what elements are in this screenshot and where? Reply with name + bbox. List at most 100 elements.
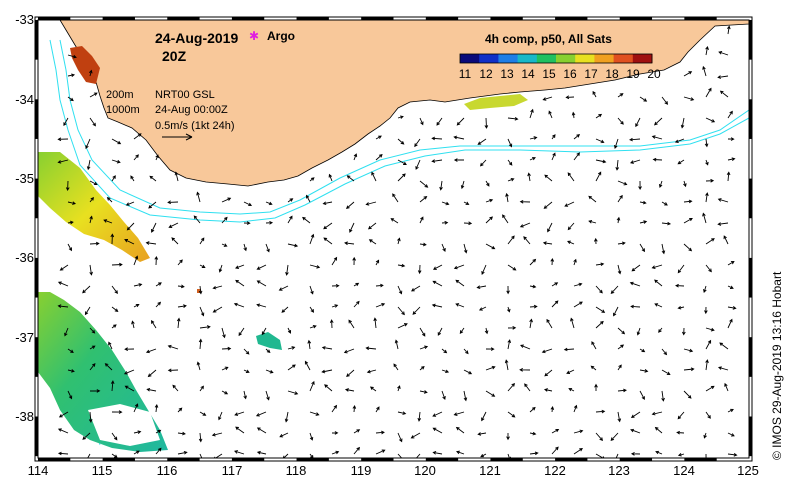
current-arrow xyxy=(167,200,179,205)
current-arrow xyxy=(234,450,245,455)
current-arrow xyxy=(265,348,271,354)
current-arrow xyxy=(375,302,386,308)
current-arrow xyxy=(683,217,693,224)
current-arrow xyxy=(177,259,183,266)
current-arrow xyxy=(110,233,115,245)
current-arrow xyxy=(130,175,135,182)
colorbar-segment xyxy=(613,54,634,63)
sst-patch-shelf xyxy=(38,152,150,262)
current-arrow xyxy=(331,450,340,455)
lon-tick-label: 125 xyxy=(737,463,759,478)
current-arrow xyxy=(432,450,443,455)
current-arrow xyxy=(453,158,464,162)
current-arrow xyxy=(419,345,429,350)
current-arrow xyxy=(573,133,581,140)
current-arrow xyxy=(368,239,377,245)
current-arrow xyxy=(661,348,668,356)
current-arrow xyxy=(397,432,403,443)
current-arrow xyxy=(309,285,314,295)
current-arrow xyxy=(529,406,536,413)
current-arrow xyxy=(674,138,685,144)
current-arrow xyxy=(243,369,250,373)
current-arrow xyxy=(703,432,707,439)
current-arrow xyxy=(639,243,646,253)
current-arrow xyxy=(287,327,292,334)
current-arrow xyxy=(309,432,314,441)
current-arrow xyxy=(543,388,553,392)
current-arrow xyxy=(507,326,517,330)
current-arrow xyxy=(717,222,729,226)
current-arrow xyxy=(67,348,74,354)
current-arrow xyxy=(463,390,468,402)
colorbar-tick: 20 xyxy=(647,67,661,81)
current-arrow xyxy=(198,338,203,350)
current-arrow xyxy=(523,236,531,245)
current-arrow xyxy=(410,432,421,439)
current-arrow xyxy=(331,304,339,308)
current-arrow xyxy=(89,345,96,350)
current-arrow xyxy=(677,159,685,165)
current-arrow xyxy=(705,385,715,392)
current-arrow xyxy=(441,369,450,374)
current-arrow xyxy=(478,306,487,311)
lat-tick-label: -36 xyxy=(15,250,34,265)
current-arrow xyxy=(196,361,201,371)
current-arrow xyxy=(221,327,226,339)
map-frame xyxy=(34,16,753,462)
current-arrow xyxy=(111,159,121,164)
scale-arrow xyxy=(162,133,193,141)
current-arrow xyxy=(154,403,159,413)
isobath-200m xyxy=(59,39,749,215)
current-arrow xyxy=(616,216,621,224)
current-arrow xyxy=(505,192,509,203)
colorbar-tick: 14 xyxy=(521,67,535,81)
current-arrow xyxy=(591,341,597,350)
current-arrow xyxy=(221,216,228,224)
current-arrow xyxy=(366,369,377,374)
current-arrow xyxy=(375,135,382,140)
current-arrow xyxy=(661,243,666,255)
current-arrow xyxy=(613,306,619,317)
current-arrow xyxy=(507,177,515,182)
current-arrow xyxy=(719,342,729,350)
current-arrow xyxy=(617,93,624,98)
current-arrow xyxy=(654,426,663,434)
current-arrow xyxy=(243,243,247,252)
current-arrow xyxy=(507,235,515,245)
current-arrow xyxy=(477,138,487,145)
current-arrow xyxy=(89,92,98,98)
current-arrow xyxy=(504,359,509,371)
argo-label: Argo xyxy=(267,29,295,43)
current-arrow xyxy=(617,411,622,423)
current-arrow xyxy=(199,264,206,268)
current-arrow xyxy=(265,220,274,225)
current-arrow xyxy=(131,320,135,329)
current-arrow xyxy=(221,366,229,371)
current-arrow xyxy=(485,216,493,224)
current-arrow xyxy=(441,201,450,206)
current-arrow xyxy=(455,303,465,308)
lon-tick-label: 117 xyxy=(221,463,243,478)
current-arrow xyxy=(111,306,119,312)
current-arrow xyxy=(550,406,555,413)
current-arrow xyxy=(323,237,333,245)
current-arrow xyxy=(212,306,223,313)
current-arrow xyxy=(369,386,377,392)
current-arrow xyxy=(397,263,406,268)
current-arrow xyxy=(683,367,695,372)
current-arrow xyxy=(564,201,575,207)
current-arrow xyxy=(727,157,736,161)
current-arrow xyxy=(441,220,449,225)
current-arrow xyxy=(704,138,709,148)
current-arrow xyxy=(595,320,604,329)
current-arrow xyxy=(352,256,356,266)
current-arrow xyxy=(661,369,671,375)
current-arrow xyxy=(346,369,355,378)
current-arrow xyxy=(551,152,556,161)
current-arrow xyxy=(148,201,157,209)
current-arrow xyxy=(133,255,139,266)
current-arrow xyxy=(727,408,734,413)
current-arrow xyxy=(477,432,487,436)
current-arrow xyxy=(419,117,424,126)
current-arrow xyxy=(727,432,735,437)
